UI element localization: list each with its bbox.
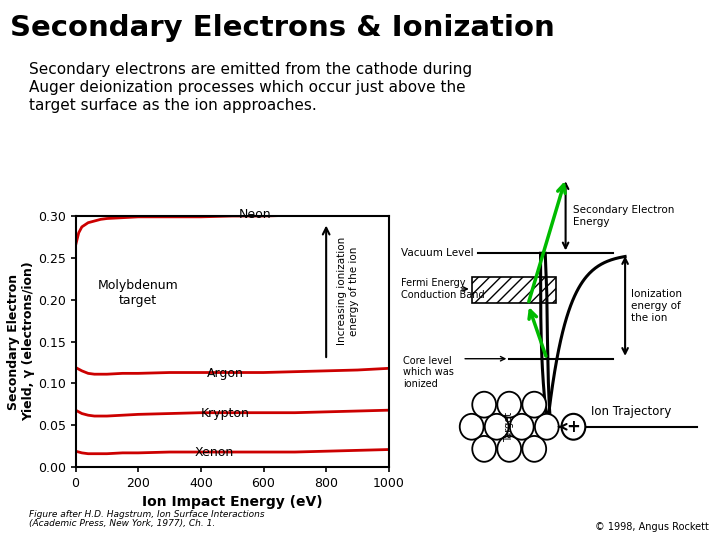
Text: Target: Target <box>504 411 514 442</box>
Text: Secondary Electron
Energy: Secondary Electron Energy <box>573 205 675 227</box>
Text: Increasing ionization
energy of the ion: Increasing ionization energy of the ion <box>337 237 359 346</box>
Text: Molybdenum
target: Molybdenum target <box>98 279 179 307</box>
Text: Fermi Energy
Conduction Band: Fermi Energy Conduction Band <box>401 278 485 300</box>
Circle shape <box>562 414 585 440</box>
Text: +: + <box>567 418 580 436</box>
Text: target surface as the ion approaches.: target surface as the ion approaches. <box>29 98 317 113</box>
Text: Secondary Electrons & Ionization: Secondary Electrons & Ionization <box>10 14 555 42</box>
Text: Argon: Argon <box>207 367 244 380</box>
Circle shape <box>510 414 534 440</box>
Text: Auger deionization processes which occur just above the: Auger deionization processes which occur… <box>29 80 465 95</box>
Circle shape <box>472 392 496 417</box>
Circle shape <box>498 436 521 462</box>
Circle shape <box>535 414 559 440</box>
Text: Vacuum Level: Vacuum Level <box>401 248 474 258</box>
Y-axis label: Secondary Electron
Yield, γ (electrons/ion): Secondary Electron Yield, γ (electrons/i… <box>7 262 35 421</box>
Circle shape <box>472 436 496 462</box>
Text: Neon: Neon <box>238 208 271 221</box>
Bar <box>472 277 556 302</box>
Text: Secondary electrons are emitted from the cathode during: Secondary electrons are emitted from the… <box>29 62 472 77</box>
Circle shape <box>523 436 546 462</box>
Text: © 1998, Angus Rockett: © 1998, Angus Rockett <box>595 522 709 532</box>
Text: Core level
which was
ionized: Core level which was ionized <box>402 356 454 389</box>
Circle shape <box>485 414 508 440</box>
Text: Krypton: Krypton <box>201 407 250 420</box>
Text: Figure after H.D. Hagstrum, Ion Surface Interactions: Figure after H.D. Hagstrum, Ion Surface … <box>29 510 264 519</box>
Circle shape <box>460 414 484 440</box>
X-axis label: Ion Impact Energy (eV): Ion Impact Energy (eV) <box>142 495 323 509</box>
Text: Xenon: Xenon <box>194 446 234 459</box>
Circle shape <box>523 392 546 417</box>
Text: Ion Trajectory: Ion Trajectory <box>590 405 671 418</box>
Circle shape <box>498 392 521 417</box>
Text: (Academic Press, New York, 1977), Ch. 1.: (Academic Press, New York, 1977), Ch. 1. <box>29 519 215 529</box>
Text: Ionization
energy of
the ion: Ionization energy of the ion <box>631 289 683 322</box>
